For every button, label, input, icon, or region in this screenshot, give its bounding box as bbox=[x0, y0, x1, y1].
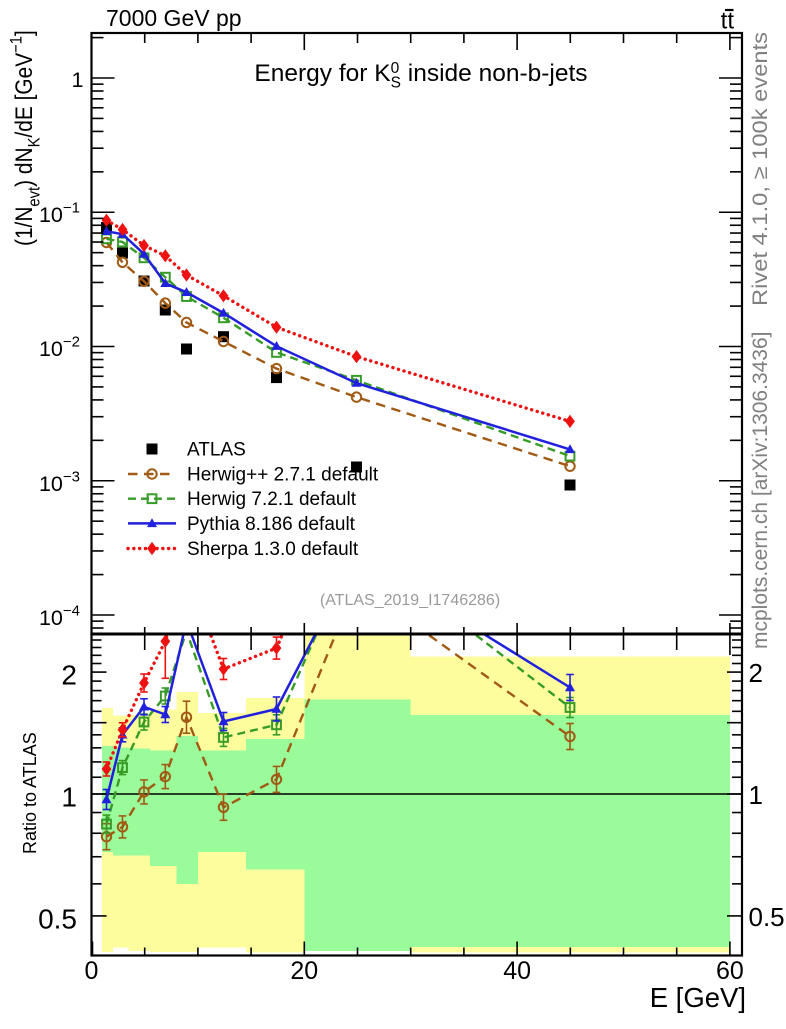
svg-text:2: 2 bbox=[61, 660, 77, 691]
svg-text:7000 GeV pp: 7000 GeV pp bbox=[106, 5, 242, 31]
svg-text:Pythia 8.186 default: Pythia 8.186 default bbox=[187, 514, 356, 535]
svg-text:mcplots.cern.ch [arXiv:1306.34: mcplots.cern.ch [arXiv:1306.3436] bbox=[749, 331, 772, 649]
svg-text:0: 0 bbox=[85, 957, 99, 985]
svg-text:Herwig 7.2.1 default: Herwig 7.2.1 default bbox=[187, 489, 357, 510]
svg-text:1: 1 bbox=[749, 780, 763, 810]
svg-text:60: 60 bbox=[716, 957, 744, 985]
svg-text:Herwig++ 2.7.1 default: Herwig++ 2.7.1 default bbox=[187, 465, 379, 486]
svg-text:1: 1 bbox=[72, 68, 84, 92]
svg-text:0.5: 0.5 bbox=[749, 902, 785, 932]
svg-text:ATLAS: ATLAS bbox=[187, 440, 246, 461]
svg-text:10−4: 10−4 bbox=[39, 603, 80, 631]
svg-text:2: 2 bbox=[749, 658, 763, 688]
svg-text:Rivet 4.1.0, ≥ 100k events: Rivet 4.1.0, ≥ 100k events bbox=[748, 32, 771, 306]
svg-text:Ratio to ATLAS: Ratio to ATLAS bbox=[20, 732, 40, 854]
svg-text:10−1: 10−1 bbox=[39, 200, 80, 228]
svg-text:Sherpa 1.3.0 default: Sherpa 1.3.0 default bbox=[187, 539, 359, 560]
svg-text:E [GeV]: E [GeV] bbox=[650, 982, 746, 1013]
svg-text:tt: tt bbox=[721, 8, 735, 35]
svg-text:40: 40 bbox=[503, 957, 531, 985]
svg-text:20: 20 bbox=[290, 957, 318, 985]
svg-text:0.5: 0.5 bbox=[38, 903, 77, 934]
svg-text:Energy for K0S inside non-b-je: Energy for K0 S inside non-b-jets bbox=[254, 60, 587, 92]
svg-text:1: 1 bbox=[61, 782, 77, 813]
svg-text:(ATLAS_2019_I1746286): (ATLAS_2019_I1746286) bbox=[320, 592, 500, 609]
